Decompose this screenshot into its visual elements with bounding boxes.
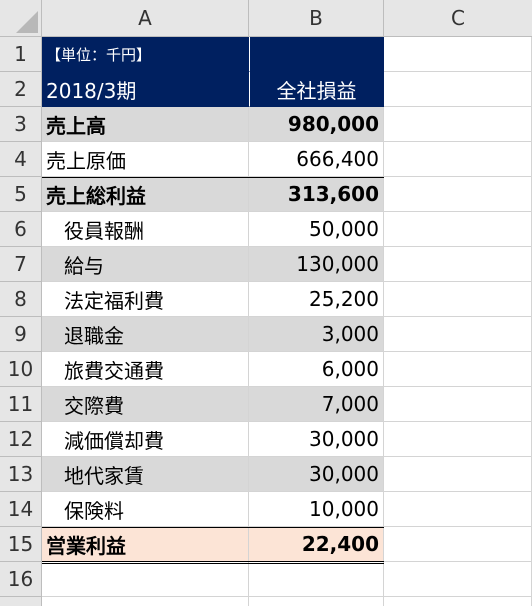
cell-a5-label[interactable]: 売上総利益	[42, 177, 249, 212]
cell-c17[interactable]	[384, 597, 532, 606]
cell-b6-value[interactable]: 50,000	[249, 212, 384, 247]
cell-a16[interactable]	[42, 562, 249, 597]
row-header-12[interactable]: 12	[0, 422, 42, 457]
cell-b11-value[interactable]: 7,000	[249, 387, 384, 422]
cell-b4-value[interactable]: 666,400	[249, 142, 384, 177]
cell-c8[interactable]	[384, 282, 532, 317]
cell-a14-label[interactable]: 保険料	[42, 492, 249, 527]
row-header-14[interactable]: 14	[0, 492, 42, 527]
row-header-13[interactable]: 13	[0, 457, 42, 492]
cell-b8-value[interactable]: 25,200	[249, 282, 384, 317]
cell-b2-company[interactable]: 全社損益	[249, 72, 384, 107]
row-header-2[interactable]: 2	[0, 72, 42, 107]
select-all-triangle-icon	[16, 11, 38, 33]
cell-c9[interactable]	[384, 317, 532, 352]
cell-c13[interactable]	[384, 457, 532, 492]
cell-c15[interactable]	[384, 527, 532, 562]
cell-c2[interactable]	[384, 72, 532, 107]
cell-a11-label[interactable]: 交際費	[42, 387, 249, 422]
cell-c16[interactable]	[384, 562, 532, 597]
cell-c14[interactable]	[384, 492, 532, 527]
row-header-1[interactable]: 1	[0, 37, 42, 72]
cell-a8-label[interactable]: 法定福利費	[42, 282, 249, 317]
cell-a17[interactable]	[42, 597, 249, 606]
cell-a10-label[interactable]: 旅費交通費	[42, 352, 249, 387]
cell-b17[interactable]	[249, 597, 384, 606]
row-header-10[interactable]: 10	[0, 352, 42, 387]
cell-a1-unit[interactable]: 【単位：千円】	[42, 37, 249, 72]
cell-b10-value[interactable]: 6,000	[249, 352, 384, 387]
cell-c4[interactable]	[384, 142, 532, 177]
row-header-4[interactable]: 4	[0, 142, 42, 177]
cell-a7-label[interactable]: 給与	[42, 247, 249, 282]
cell-c6[interactable]	[384, 212, 532, 247]
cell-c5[interactable]	[384, 177, 532, 212]
cell-a9-label[interactable]: 退職金	[42, 317, 249, 352]
cell-b7-value[interactable]: 130,000	[249, 247, 384, 282]
select-all-corner[interactable]	[0, 0, 42, 37]
cell-b14-value[interactable]: 10,000	[249, 492, 384, 527]
cell-a6-label[interactable]: 役員報酬	[42, 212, 249, 247]
cell-b1[interactable]	[249, 37, 384, 72]
row-header-7[interactable]: 7	[0, 247, 42, 282]
row-header-16[interactable]: 16	[0, 562, 42, 597]
cell-a4-label[interactable]: 売上原価	[42, 142, 249, 177]
row-header-5[interactable]: 5	[0, 177, 42, 212]
cell-b3-value[interactable]: 980,000	[249, 107, 384, 142]
cell-b9-value[interactable]: 3,000	[249, 317, 384, 352]
row-header-11[interactable]: 11	[0, 387, 42, 422]
cell-c1[interactable]	[384, 37, 532, 72]
cell-a12-label[interactable]: 減価償却費	[42, 422, 249, 457]
column-header-a[interactable]: A	[42, 0, 249, 37]
cell-b5-value[interactable]: 313,600	[249, 177, 384, 212]
cell-a13-label[interactable]: 地代家賃	[42, 457, 249, 492]
operating-profit-top-border	[42, 527, 384, 528]
operating-profit-double-underline	[42, 561, 384, 564]
cell-c12[interactable]	[384, 422, 532, 457]
cell-c3[interactable]	[384, 107, 532, 142]
column-header-c[interactable]: C	[384, 0, 532, 37]
cell-a3-label[interactable]: 売上高	[42, 107, 249, 142]
column-header-b[interactable]: B	[249, 0, 384, 37]
gross-profit-top-border	[42, 177, 384, 178]
cell-c10[interactable]	[384, 352, 532, 387]
cell-b12-value[interactable]: 30,000	[249, 422, 384, 457]
row-header-3[interactable]: 3	[0, 107, 42, 142]
cell-a2-period[interactable]: 2018/3期	[42, 72, 249, 107]
cell-b16[interactable]	[249, 562, 384, 597]
cell-b13-value[interactable]: 30,000	[249, 457, 384, 492]
cell-a15-label[interactable]: 営業利益	[42, 527, 249, 562]
row-header-6[interactable]: 6	[0, 212, 42, 247]
row-header-17[interactable]	[0, 597, 42, 606]
row-header-9[interactable]: 9	[0, 317, 42, 352]
cell-c11[interactable]	[384, 387, 532, 422]
row-header-15[interactable]: 15	[0, 527, 42, 562]
row-header-8[interactable]: 8	[0, 282, 42, 317]
cell-b15-value[interactable]: 22,400	[249, 527, 384, 562]
cell-c7[interactable]	[384, 247, 532, 282]
